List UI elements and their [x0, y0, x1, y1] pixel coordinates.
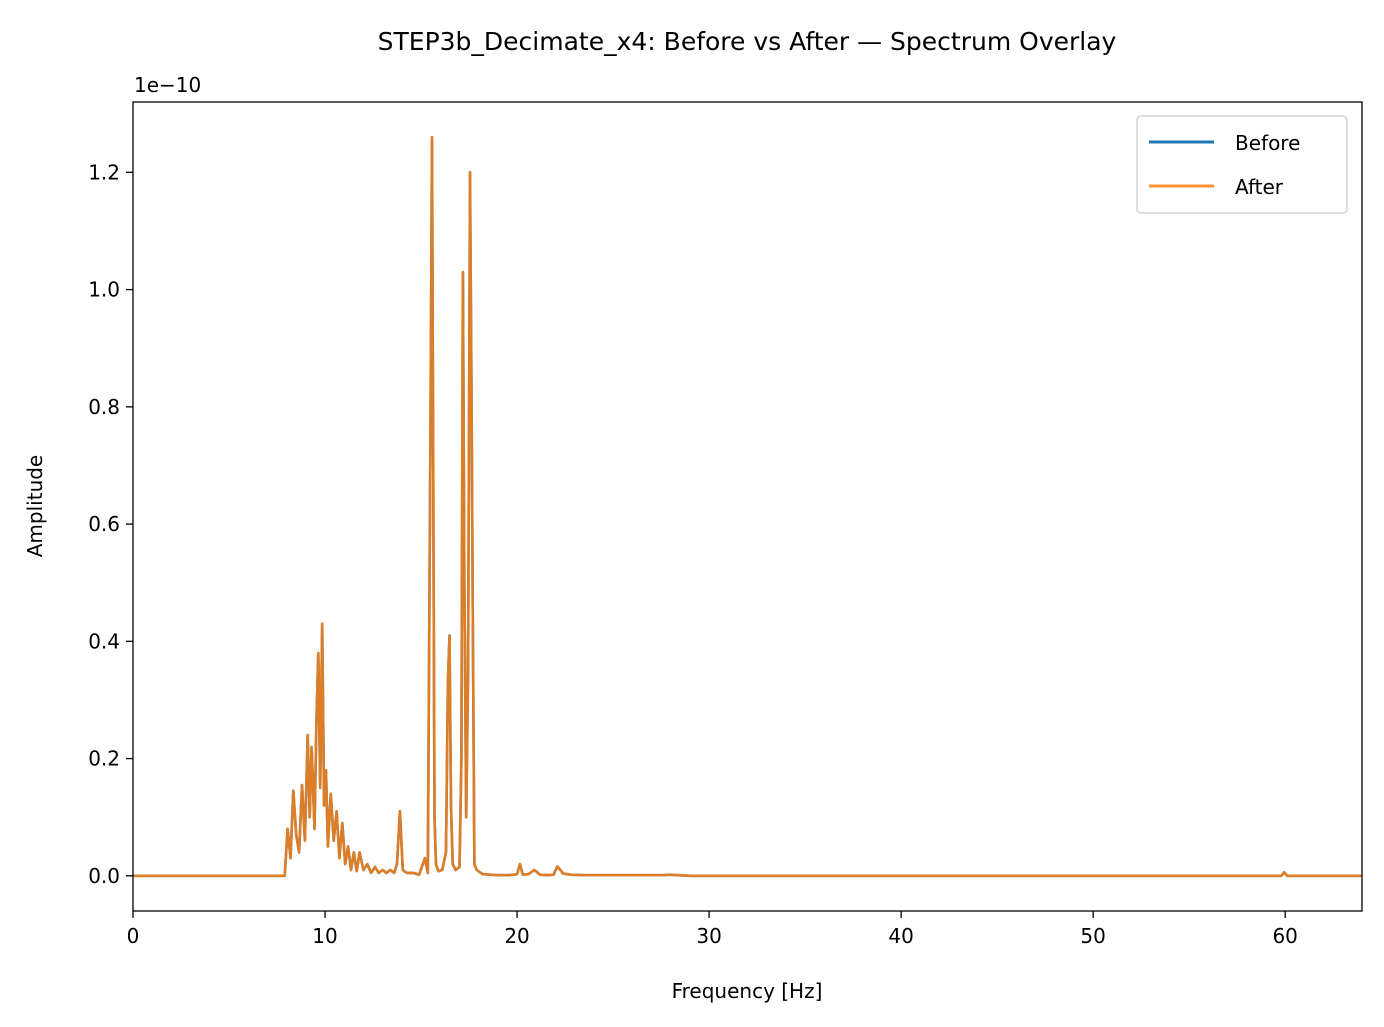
x-tick-label: 0 [127, 924, 140, 948]
x-tick-label: 50 [1080, 924, 1105, 948]
y-axis-label: Amplitude [23, 455, 47, 558]
legend-box [1136, 115, 1348, 214]
x-tick-label: 40 [888, 924, 913, 948]
series-line-after [133, 135, 1362, 878]
x-tick-label: 10 [312, 924, 337, 948]
y-axis-offset-label: 1e−10 [134, 73, 201, 97]
y-tick-label: 0.6 [88, 512, 120, 536]
x-tick-label: 20 [504, 924, 529, 948]
plot-area-frame [132, 101, 1363, 912]
y-axis-ticks: 0.0 0.2 0.4 0.6 0.8 1.0 1.2 [88, 160, 133, 888]
x-tick-label: 30 [696, 924, 721, 948]
legend: Before After [1136, 115, 1348, 214]
y-tick-label: 0.2 [88, 747, 120, 771]
y-tick-label: 0.8 [88, 395, 120, 419]
x-tick-label: 60 [1272, 924, 1297, 948]
plot-series-layer [133, 135, 1362, 878]
legend-label-before: Before [1235, 131, 1300, 155]
y-tick-label: 0.4 [88, 629, 120, 653]
x-axis-ticks: 0 10 20 30 40 50 60 [127, 911, 1298, 948]
y-tick-label: 1.2 [88, 160, 120, 184]
chart-title: STEP3b_Decimate_x4: Before vs After — Sp… [378, 27, 1117, 56]
legend-label-after: After [1235, 175, 1284, 199]
y-tick-label: 1.0 [88, 278, 120, 302]
y-tick-label: 0.0 [88, 864, 120, 888]
x-axis-label: Frequency [Hz] [672, 979, 823, 1003]
